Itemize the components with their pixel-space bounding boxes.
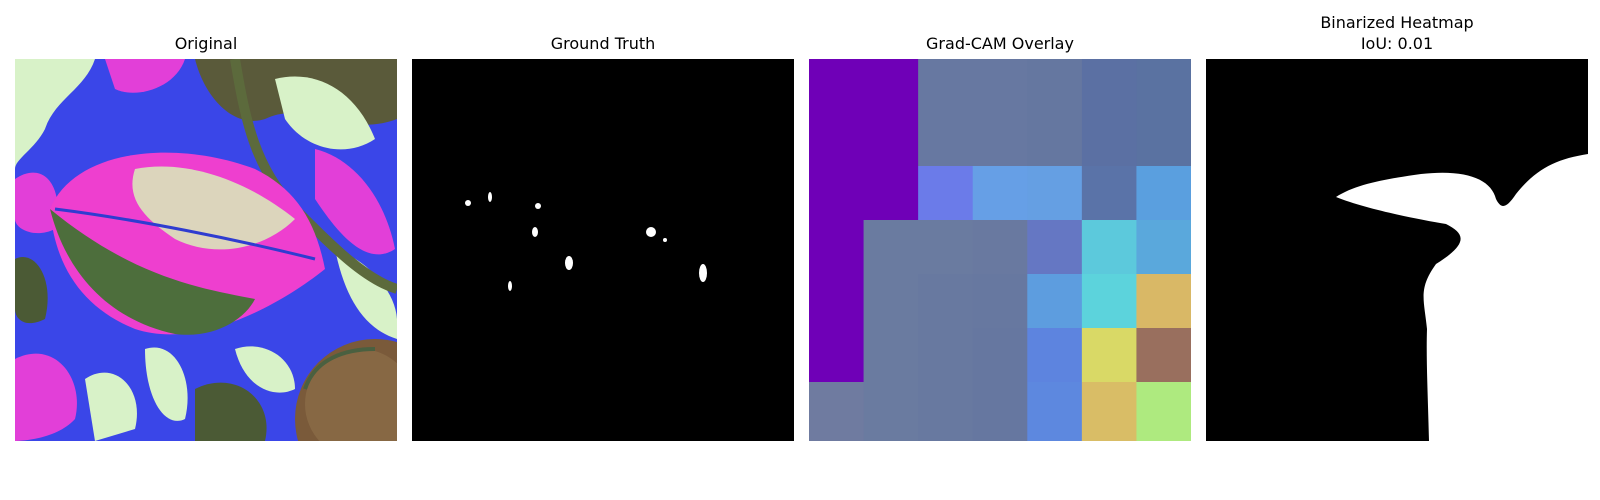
gradcam-cell — [918, 220, 974, 275]
binarized-heatmap — [1206, 59, 1588, 441]
gradcam-cell — [863, 59, 919, 167]
iou-label: IoU: 0.01 — [1360, 34, 1434, 53]
gradcam-cell — [1081, 59, 1137, 167]
gradcam-cell — [809, 382, 865, 441]
gradcam-cell — [809, 166, 865, 221]
panel-title-binarized: Binarized Heatmap — [1320, 13, 1474, 32]
gradcam-cell — [918, 59, 974, 167]
binarized-panel: Binarized Heatmap IoU: 0.01 — [1206, 0, 1588, 500]
gradcam-cell — [1027, 274, 1083, 329]
gradcam-cell — [863, 166, 919, 221]
gradcam-cell — [972, 328, 1028, 383]
ground-truth-panel: Ground Truth — [412, 0, 794, 500]
gradcam-cell — [1027, 328, 1083, 383]
gradcam-cell — [918, 274, 974, 329]
gradcam-cell — [1136, 59, 1191, 167]
gradcam-cell — [972, 166, 1028, 221]
gradcam-cell — [918, 166, 974, 221]
gradcam-cell — [809, 328, 865, 383]
gradcam-cell — [1081, 328, 1137, 383]
gradcam-cell — [809, 220, 865, 275]
gradcam-cell — [972, 274, 1028, 329]
original-panel: Original — [15, 0, 397, 500]
gradcam-cell — [1081, 166, 1137, 221]
panel-title-gradcam: Grad-CAM Overlay — [926, 34, 1074, 53]
gradcam-cell — [918, 328, 974, 383]
gradcam-cell — [1136, 220, 1191, 275]
panel-title-ground-truth: Ground Truth — [550, 34, 656, 53]
gradcam-cell — [1027, 220, 1083, 275]
gradcam-overlay — [809, 59, 1191, 441]
gradcam-cell — [972, 220, 1028, 275]
gradcam-cell — [809, 59, 865, 167]
gradcam-panel: Grad-CAM Overlay — [809, 0, 1191, 500]
gradcam-cell — [1027, 382, 1083, 441]
gradcam-cell — [863, 382, 919, 441]
original-image — [15, 59, 397, 441]
gradcam-cell — [863, 328, 919, 383]
gradcam-cell — [1081, 274, 1137, 329]
gradcam-cell — [1136, 328, 1191, 383]
gradcam-cell — [1081, 220, 1137, 275]
gradcam-cell — [1081, 382, 1137, 441]
gradcam-cell — [972, 382, 1028, 441]
gradcam-cell — [918, 382, 974, 441]
gradcam-cell — [809, 274, 865, 329]
panel-title-original: Original — [174, 34, 238, 53]
gradcam-cell — [863, 274, 919, 329]
gradcam-cell — [972, 59, 1028, 167]
gradcam-cell — [1027, 59, 1083, 167]
gradcam-cell — [1136, 166, 1191, 221]
gradcam-cell — [863, 220, 919, 275]
ground-truth-mask — [412, 59, 794, 441]
gradcam-cell — [1027, 166, 1083, 221]
gradcam-cell — [1136, 382, 1191, 441]
gradcam-cell — [1136, 274, 1191, 329]
